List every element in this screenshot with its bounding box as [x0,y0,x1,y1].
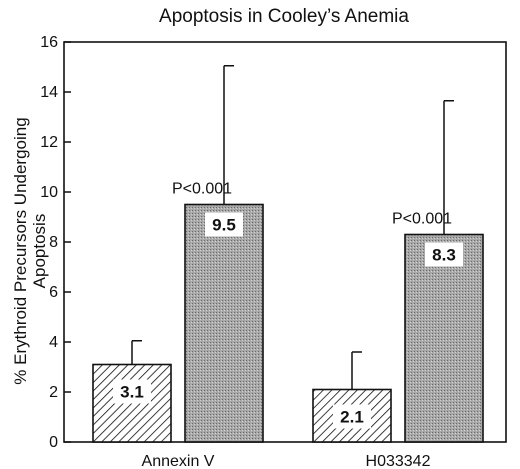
y-tick-label: 4 [49,334,58,351]
bar [404,233,484,443]
bar [184,203,264,443]
y-tick-label: 6 [49,284,58,301]
y-tick-label: 10 [40,184,58,201]
bar-value-label: 2.1 [340,408,364,427]
bar-value-label: 9.5 [212,216,236,235]
y-tick-label: 16 [40,34,58,51]
y-axis-title-line-2: Apoptosis [30,214,49,289]
chart-title: Apoptosis in Cooley’s Anemia [159,6,409,27]
bar-value-label-box [113,379,151,404]
y-tick-label: 8 [49,234,58,251]
bar-value-label-box [205,212,243,237]
p-value-annotation: P<0.001 [172,181,232,198]
bar-value-label-box [425,242,463,267]
y-tick-label: 0 [49,434,58,451]
y-axis-title: % Erythroid Precursors Undergoing Apopto… [11,117,49,384]
bar-value-label-box [333,404,371,429]
y-axis-title-line-1: % Erythroid Precursors Undergoing [11,117,30,384]
x-category-label: H033342 [366,453,431,469]
x-category-label: Annexin V [142,453,215,469]
bar-labels: 3.1 9.5 P<0.001 Annexin V 2.1 8.3 P<0.001 H0333… [113,181,463,469]
y-axis-ticks: 0 2 4 6 8 10 12 14 16 [40,34,71,451]
bar-value-label: 3.1 [120,383,144,402]
y-tick-label: 12 [40,134,58,151]
p-value-annotation: P<0.001 [392,211,452,228]
y-tick-label: 14 [40,84,58,101]
bar [92,363,172,443]
y-tick-label: 2 [49,384,58,401]
bar-value-label: 8.3 [432,246,456,265]
bars [92,65,484,443]
